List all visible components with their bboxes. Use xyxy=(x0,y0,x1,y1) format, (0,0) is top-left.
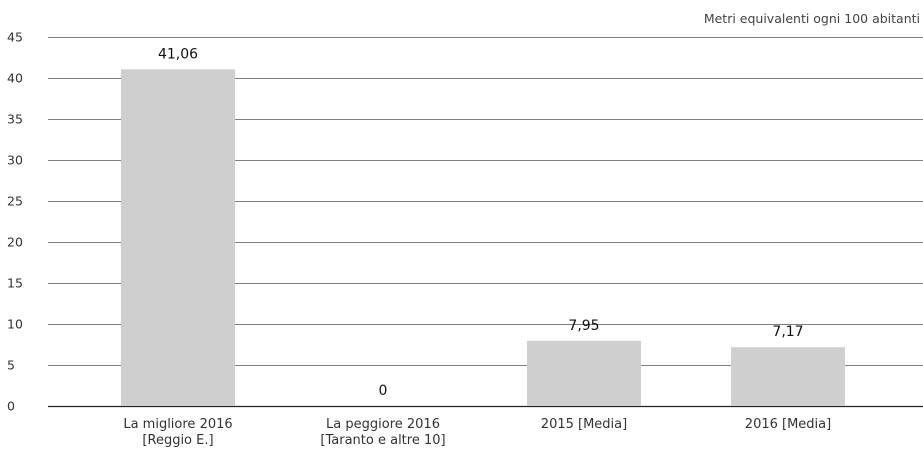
data-label-2: 0 xyxy=(379,383,388,399)
x-axis-labels: La migliore 2016[Reggio E.] La peggiore 2… xyxy=(123,417,831,448)
y-tick-label-40: 40 xyxy=(7,71,23,86)
y-tick-label-15: 15 xyxy=(7,276,23,291)
bar-1 xyxy=(121,69,235,407)
y-tick-label-10: 10 xyxy=(7,317,23,332)
data-label-4: 7,17 xyxy=(772,324,803,340)
x-axis-label-1-line-1: La migliore 2016 xyxy=(123,417,232,432)
bars xyxy=(121,69,845,407)
y-tick-label-45: 45 xyxy=(7,30,23,45)
data-label-1: 41,06 xyxy=(158,46,198,62)
y-axis-ticks: 0 5 10 15 20 25 30 35 40 45 xyxy=(7,30,23,414)
y-tick-label-25: 25 xyxy=(7,194,23,209)
x-axis-label-4: 2016 [Media] xyxy=(745,417,831,432)
x-axis-label-3: 2015 [Media] xyxy=(541,417,627,432)
data-label-3: 7,95 xyxy=(568,318,599,334)
x-axis-label-2-line-2: [Taranto e altre 10] xyxy=(320,433,445,448)
bar-4 xyxy=(731,347,845,406)
x-axis-label-1-line-2: [Reggio E.] xyxy=(142,433,213,448)
y-tick-label-0: 0 xyxy=(7,399,15,414)
unit-note: Metri equivalenti ogni 100 abitanti xyxy=(704,11,920,26)
data-labels: 41,06 0 7,95 7,17 xyxy=(158,46,804,399)
y-tick-label-30: 30 xyxy=(7,153,23,168)
y-tick-label-20: 20 xyxy=(7,235,23,250)
bar-3 xyxy=(527,340,641,406)
y-tick-label-35: 35 xyxy=(7,112,23,127)
y-tick-label-5: 5 xyxy=(7,358,15,373)
x-axis-label-2-line-1: La peggiore 2016 xyxy=(326,417,440,432)
